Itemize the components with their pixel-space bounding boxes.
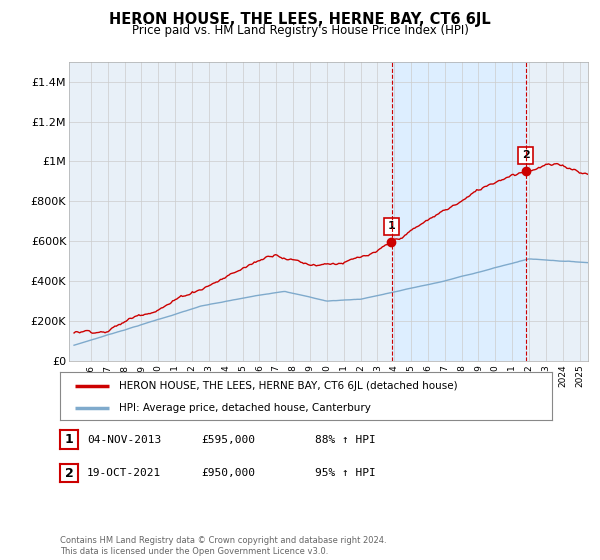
Text: Price paid vs. HM Land Registry's House Price Index (HPI): Price paid vs. HM Land Registry's House … [131,24,469,36]
Text: HERON HOUSE, THE LEES, HERNE BAY, CT6 6JL: HERON HOUSE, THE LEES, HERNE BAY, CT6 6J… [109,12,491,27]
Text: £950,000: £950,000 [201,468,255,478]
Text: 2: 2 [65,466,73,480]
Text: HPI: Average price, detached house, Canterbury: HPI: Average price, detached house, Cant… [119,403,371,413]
Bar [392,62,526,361]
Text: 2: 2 [522,151,530,161]
Text: Contains HM Land Registry data © Crown copyright and database right 2024.
This d: Contains HM Land Registry data © Crown c… [60,536,386,556]
Text: 88% ↑ HPI: 88% ↑ HPI [315,435,376,445]
Text: £595,000: £595,000 [201,435,255,445]
Text: 95% ↑ HPI: 95% ↑ HPI [315,468,376,478]
Text: 19-OCT-2021: 19-OCT-2021 [87,468,161,478]
Text: 1: 1 [388,221,395,231]
Text: HERON HOUSE, THE LEES, HERNE BAY, CT6 6JL (detached house): HERON HOUSE, THE LEES, HERNE BAY, CT6 6J… [119,381,458,391]
Text: 04-NOV-2013: 04-NOV-2013 [87,435,161,445]
Text: 1: 1 [65,433,73,446]
